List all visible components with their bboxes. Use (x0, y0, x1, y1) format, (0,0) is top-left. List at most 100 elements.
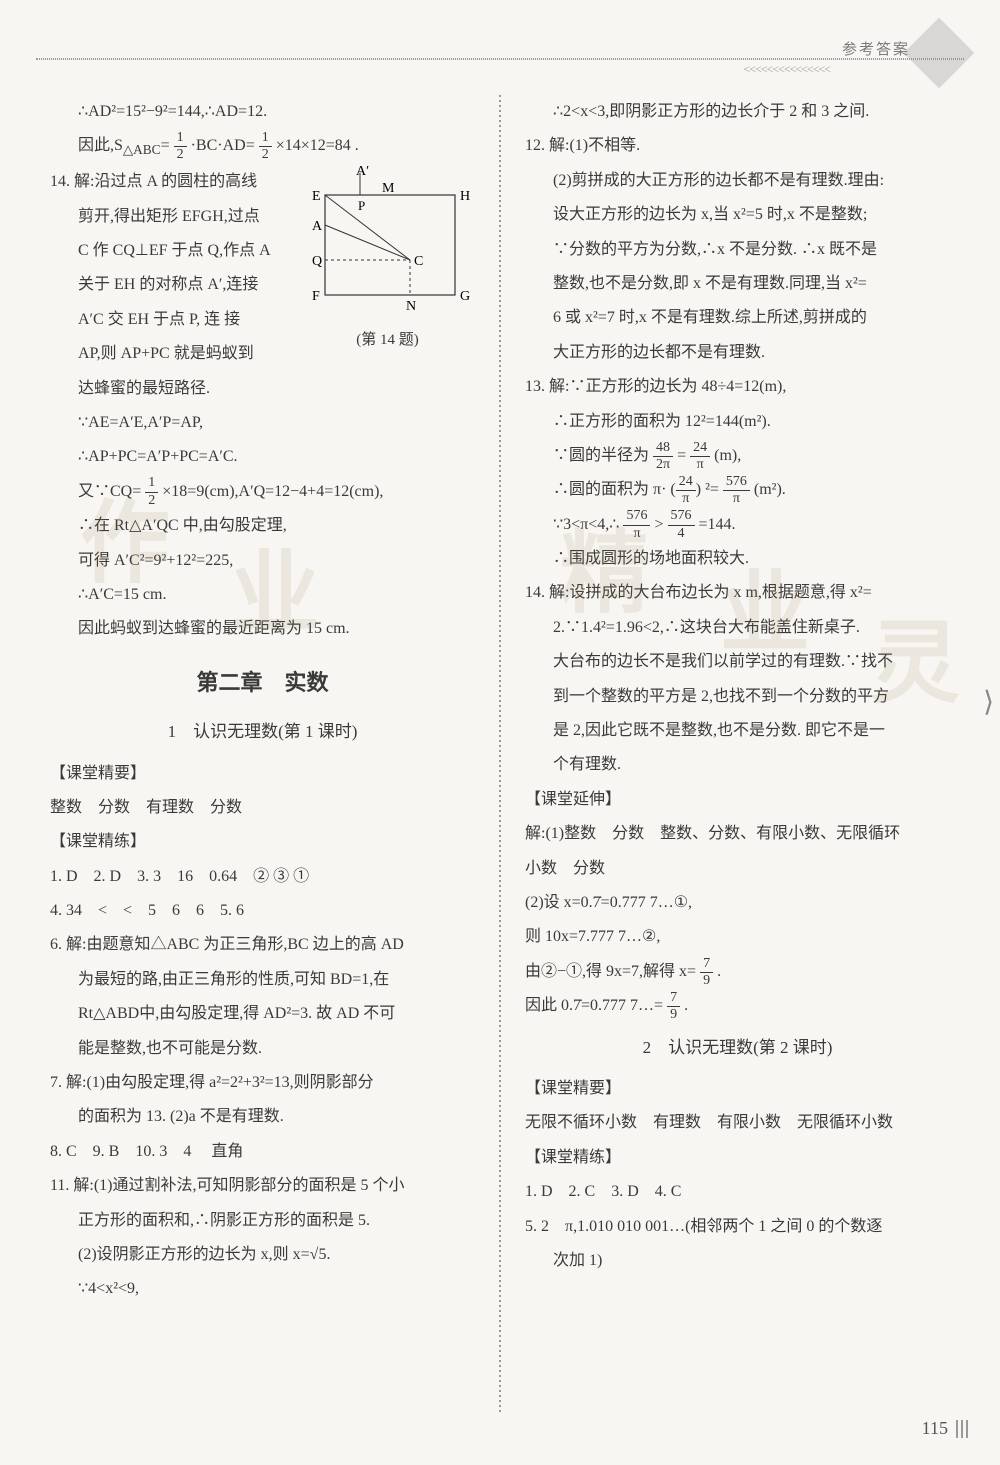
section-label: 【课堂精要】 (50, 757, 475, 791)
header-dotted-line (36, 58, 964, 60)
text: ∵3<π<4,∴ (553, 516, 619, 533)
section-label: 【课堂精要】 (525, 1072, 950, 1106)
section-label: 【课堂精练】 (50, 825, 475, 859)
text: 2.∵1.4²=1.96<2,∴这块台大布能盖住新桌子. (525, 611, 950, 645)
text: 正方形的面积和,∴阴影正方形的面积是 5. (50, 1204, 475, 1238)
text: 是 2,因此它既不是整数,也不是分数. 即它不是一 (525, 714, 950, 748)
frac-den: π (676, 491, 696, 507)
svg-text:H: H (460, 189, 470, 204)
lesson-title: 1 认识无理数(第 1 课时) (50, 714, 475, 751)
svg-text:G: G (460, 289, 470, 304)
text: 大台布的边长不是我们以前学过的有理数.∵找不 (525, 645, 950, 679)
svg-text:M: M (382, 181, 395, 196)
text: (2)设 x=0.7̇=0.777 7…①, (525, 886, 950, 920)
frac-num: 24 (676, 474, 696, 491)
text: (m), (714, 447, 741, 464)
text: 大正方形的边长都不是有理数. (525, 336, 950, 370)
text: ×14×12=84 . (276, 137, 359, 154)
text: 11. 解:(1)通过割补法,可知阴影部分的面积是 5 个小 (50, 1169, 475, 1203)
left-column: ∴AD²=15²−9²=144,∴AD=12. 因此,S△ABC= 12 ·BC… (50, 95, 493, 1415)
frac-num: 1 (145, 475, 158, 492)
text: 小数 分数 (525, 852, 950, 886)
text: 5. 2 π,1.010 010 001…(相邻两个 1 之间 0 的个数逐 (525, 1210, 950, 1244)
text: 1. D 2. C 3. D 4. C (525, 1175, 950, 1209)
text: 可得 A′C²=9²+12²=225, (50, 544, 475, 578)
text: 1. D 2. D 3. 3 16 0.64 ② ③ ① (50, 860, 475, 894)
text: ∴AP+PC=A′P+PC=A′C. (50, 440, 475, 474)
text: = (677, 447, 686, 464)
frac-den: π (623, 526, 650, 542)
text: 因此 0.7̇=0.777 7…= (525, 997, 663, 1014)
header-badge: 参考答案 (842, 38, 910, 59)
text: ·BC·AD= (191, 137, 255, 154)
text: =144. (699, 516, 736, 533)
text: ∴围成圆形的场地面积较大. (525, 542, 950, 576)
page-number: 115 (922, 1418, 948, 1439)
diagram-caption: (第 14 题) (300, 324, 475, 356)
text: 为最短的路,由正三角形的性质,可知 BD=1,在 (50, 963, 475, 997)
section-label: 【课堂精练】 (525, 1141, 950, 1175)
frac-den: 9 (700, 973, 713, 989)
svg-text:Q: Q (312, 254, 322, 269)
svg-text:E: E (312, 189, 321, 204)
page-number-decoration (956, 1420, 970, 1438)
text: 4. 34 < < 5 6 6 5. 6 (50, 894, 475, 928)
text: (2)设阴影正方形的边长为 x,则 x=√5. (50, 1238, 475, 1272)
text: (m²). (754, 481, 786, 498)
text: > (654, 516, 663, 533)
content-wrapper: ∴AD²=15²−9²=144,∴AD=12. 因此,S△ABC= 12 ·BC… (50, 95, 950, 1415)
frac-den: 2 (145, 493, 158, 509)
section-label: 【课堂延伸】 (525, 783, 950, 817)
frac-num: 48 (653, 440, 673, 457)
text: ∴圆的面积为 π· (553, 481, 666, 498)
column-divider (499, 95, 501, 1415)
text: ∴正方形的面积为 12²=144(m²). (525, 405, 950, 439)
frac-num: 576 (723, 474, 750, 491)
text: . (717, 963, 721, 980)
text: ∴A′C=15 cm. (50, 578, 475, 612)
text: 个有理数. (525, 748, 950, 782)
text: 13. 解:∵正方形的边长为 48÷4=12(m), (525, 370, 950, 404)
text: ∵圆的半径为 (553, 447, 649, 464)
frac-num: 7 (700, 956, 713, 973)
text: 6. 解:由题意知△ABC 为正三角形,BC 边上的高 AD (50, 928, 475, 962)
text: = (161, 137, 170, 154)
text: 次加 1) (525, 1244, 950, 1278)
svg-text:C: C (414, 254, 423, 269)
text: 8. C 9. B 10. 3 4 直角 (50, 1135, 475, 1169)
frac-num: 1 (259, 130, 272, 147)
text: Rt△ABD中,由勾股定理,得 AD²=3. 故 AD 不可 (50, 997, 475, 1031)
text: 能是整数,也不可能是分数. (50, 1032, 475, 1066)
text: 整数,也不是分数,即 x 不是有理数.同理,当 x²= (525, 267, 950, 301)
frac-num: 576 (623, 508, 650, 525)
frac-den: 2π (653, 457, 673, 473)
text: △ABC (123, 143, 161, 158)
text: ²= (705, 481, 719, 498)
text: 因此,S (78, 137, 123, 154)
text: 7. 解:(1)由勾股定理,得 a²=2²+3²=13,则阴影部分 (50, 1066, 475, 1100)
text: 整数 分数 有理数 分数 (50, 791, 475, 825)
header-corner-decoration (904, 18, 975, 89)
text: 解:(1)整数 分数 整数、分数、有限小数、无限循环 (525, 817, 950, 851)
margin-bracket: ⟩ (983, 685, 994, 719)
frac-num: 576 (668, 508, 695, 525)
header-chevrons: <<<<<<<<<<<<<<< (743, 62, 830, 77)
text: 又∵CQ= (78, 483, 141, 500)
lesson-title: 2 认识无理数(第 2 课时) (525, 1030, 950, 1067)
svg-text:A: A (312, 219, 323, 234)
text: 由②−①,得 9x=7,解得 x= (525, 963, 696, 980)
frac-den: π (690, 457, 710, 473)
text: ∵分数的平方为分数,∴x 不是分数. ∴x 既不是 (525, 233, 950, 267)
text: . (684, 997, 688, 1014)
svg-text:N: N (406, 299, 416, 314)
text: 无限不循环小数 有理数 有限小数 无限循环小数 (525, 1106, 950, 1140)
chapter-title: 第二章 实数 (50, 659, 475, 706)
text: 6 或 x²=7 时,x 不是有理数.综上所述,剪拼成的 (525, 301, 950, 335)
text: ∵4<x²<9, (50, 1272, 475, 1306)
text: 达蜂蜜的最短路径. (50, 372, 475, 406)
right-column: ∴2<x<3,即阴影正方形的边长介于 2 和 3 之间. 12. 解:(1)不相… (507, 95, 950, 1415)
frac-den: 2 (259, 147, 272, 163)
frac-num: 24 (690, 440, 710, 457)
text: ∴在 Rt△A′QC 中,由勾股定理, (50, 509, 475, 543)
text: ×18=9(cm),A′Q=12−4+4=12(cm), (162, 483, 383, 500)
